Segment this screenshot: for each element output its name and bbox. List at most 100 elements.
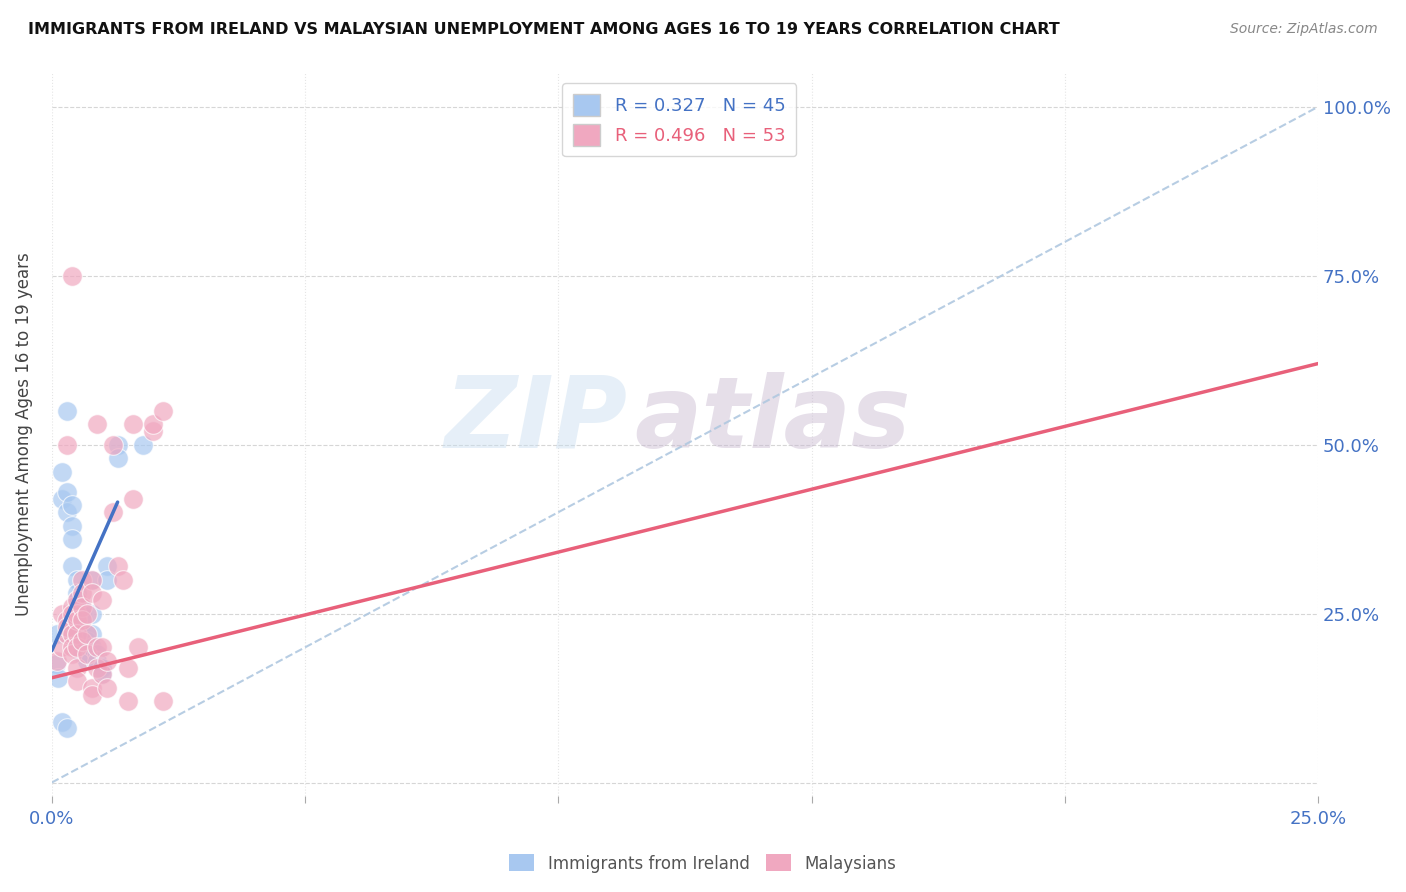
Point	[66, 640, 89, 655]
Point	[101, 437, 124, 451]
Point	[82, 573, 104, 587]
Point	[117, 660, 139, 674]
Point	[76, 647, 98, 661]
Point	[91, 593, 114, 607]
Point	[121, 417, 143, 432]
Point	[86, 417, 108, 432]
Point	[60, 607, 83, 621]
Point	[60, 533, 83, 547]
Point	[117, 694, 139, 708]
Point	[82, 681, 104, 695]
Point	[66, 613, 89, 627]
Point	[70, 640, 93, 655]
Point	[60, 499, 83, 513]
Point	[56, 485, 79, 500]
Point	[70, 613, 93, 627]
Point	[121, 491, 143, 506]
Point	[96, 654, 118, 668]
Point	[132, 437, 155, 451]
Point	[60, 627, 83, 641]
Point	[70, 599, 93, 614]
Point	[56, 437, 79, 451]
Point	[60, 559, 83, 574]
Point	[56, 722, 79, 736]
Text: Source: ZipAtlas.com: Source: ZipAtlas.com	[1230, 22, 1378, 37]
Point	[86, 640, 108, 655]
Point	[56, 620, 79, 634]
Point	[82, 627, 104, 641]
Point	[66, 627, 89, 641]
Point	[70, 586, 93, 600]
Point	[86, 647, 108, 661]
Point	[66, 674, 89, 689]
Y-axis label: Unemployment Among Ages 16 to 19 years: Unemployment Among Ages 16 to 19 years	[15, 252, 32, 616]
Point	[66, 607, 89, 621]
Point	[70, 633, 93, 648]
Point	[82, 586, 104, 600]
Point	[66, 593, 89, 607]
Point	[76, 640, 98, 655]
Point	[66, 620, 89, 634]
Point	[91, 667, 114, 681]
Point	[76, 607, 98, 621]
Point	[46, 671, 69, 685]
Point	[66, 660, 89, 674]
Point	[82, 688, 104, 702]
Point	[82, 573, 104, 587]
Point	[96, 681, 118, 695]
Point	[56, 627, 79, 641]
Point	[76, 627, 98, 641]
Point	[66, 607, 89, 621]
Point	[60, 640, 83, 655]
Point	[60, 518, 83, 533]
Point	[70, 573, 93, 587]
Point	[56, 613, 79, 627]
Point	[86, 660, 108, 674]
Point	[91, 667, 114, 681]
Point	[91, 660, 114, 674]
Point	[66, 593, 89, 607]
Point	[45, 657, 67, 672]
Point	[45, 627, 67, 641]
Legend: R = 0.327   N = 45, R = 0.496   N = 53: R = 0.327 N = 45, R = 0.496 N = 53	[562, 84, 796, 156]
Point	[66, 613, 89, 627]
Point	[142, 417, 165, 432]
Point	[66, 586, 89, 600]
Point	[152, 694, 174, 708]
Point	[70, 599, 93, 614]
Point	[107, 559, 129, 574]
Point	[70, 620, 93, 634]
Point	[82, 640, 104, 655]
Point	[76, 647, 98, 661]
Point	[70, 633, 93, 648]
Point	[51, 607, 73, 621]
Point	[127, 640, 149, 655]
Point	[66, 573, 89, 587]
Point	[60, 647, 83, 661]
Point	[107, 437, 129, 451]
Text: IMMIGRANTS FROM IRELAND VS MALAYSIAN UNEMPLOYMENT AMONG AGES 16 TO 19 YEARS CORR: IMMIGRANTS FROM IRELAND VS MALAYSIAN UNE…	[28, 22, 1060, 37]
Point	[91, 640, 114, 655]
Point	[51, 465, 73, 479]
Point	[56, 404, 79, 418]
Point	[101, 505, 124, 519]
Point	[76, 627, 98, 641]
Point	[45, 654, 67, 668]
Point	[107, 451, 129, 466]
Point	[96, 573, 118, 587]
Point	[76, 633, 98, 648]
Text: ZIP: ZIP	[444, 372, 628, 468]
Point	[51, 491, 73, 506]
Point	[152, 404, 174, 418]
Point	[111, 573, 134, 587]
Point	[60, 268, 83, 283]
Text: atlas: atlas	[634, 372, 911, 468]
Point	[60, 599, 83, 614]
Point	[82, 607, 104, 621]
Point	[142, 424, 165, 438]
Point	[51, 640, 73, 655]
Point	[70, 647, 93, 661]
Legend: Immigrants from Ireland, Malaysians: Immigrants from Ireland, Malaysians	[503, 847, 903, 880]
Point	[76, 654, 98, 668]
Point	[51, 714, 73, 729]
